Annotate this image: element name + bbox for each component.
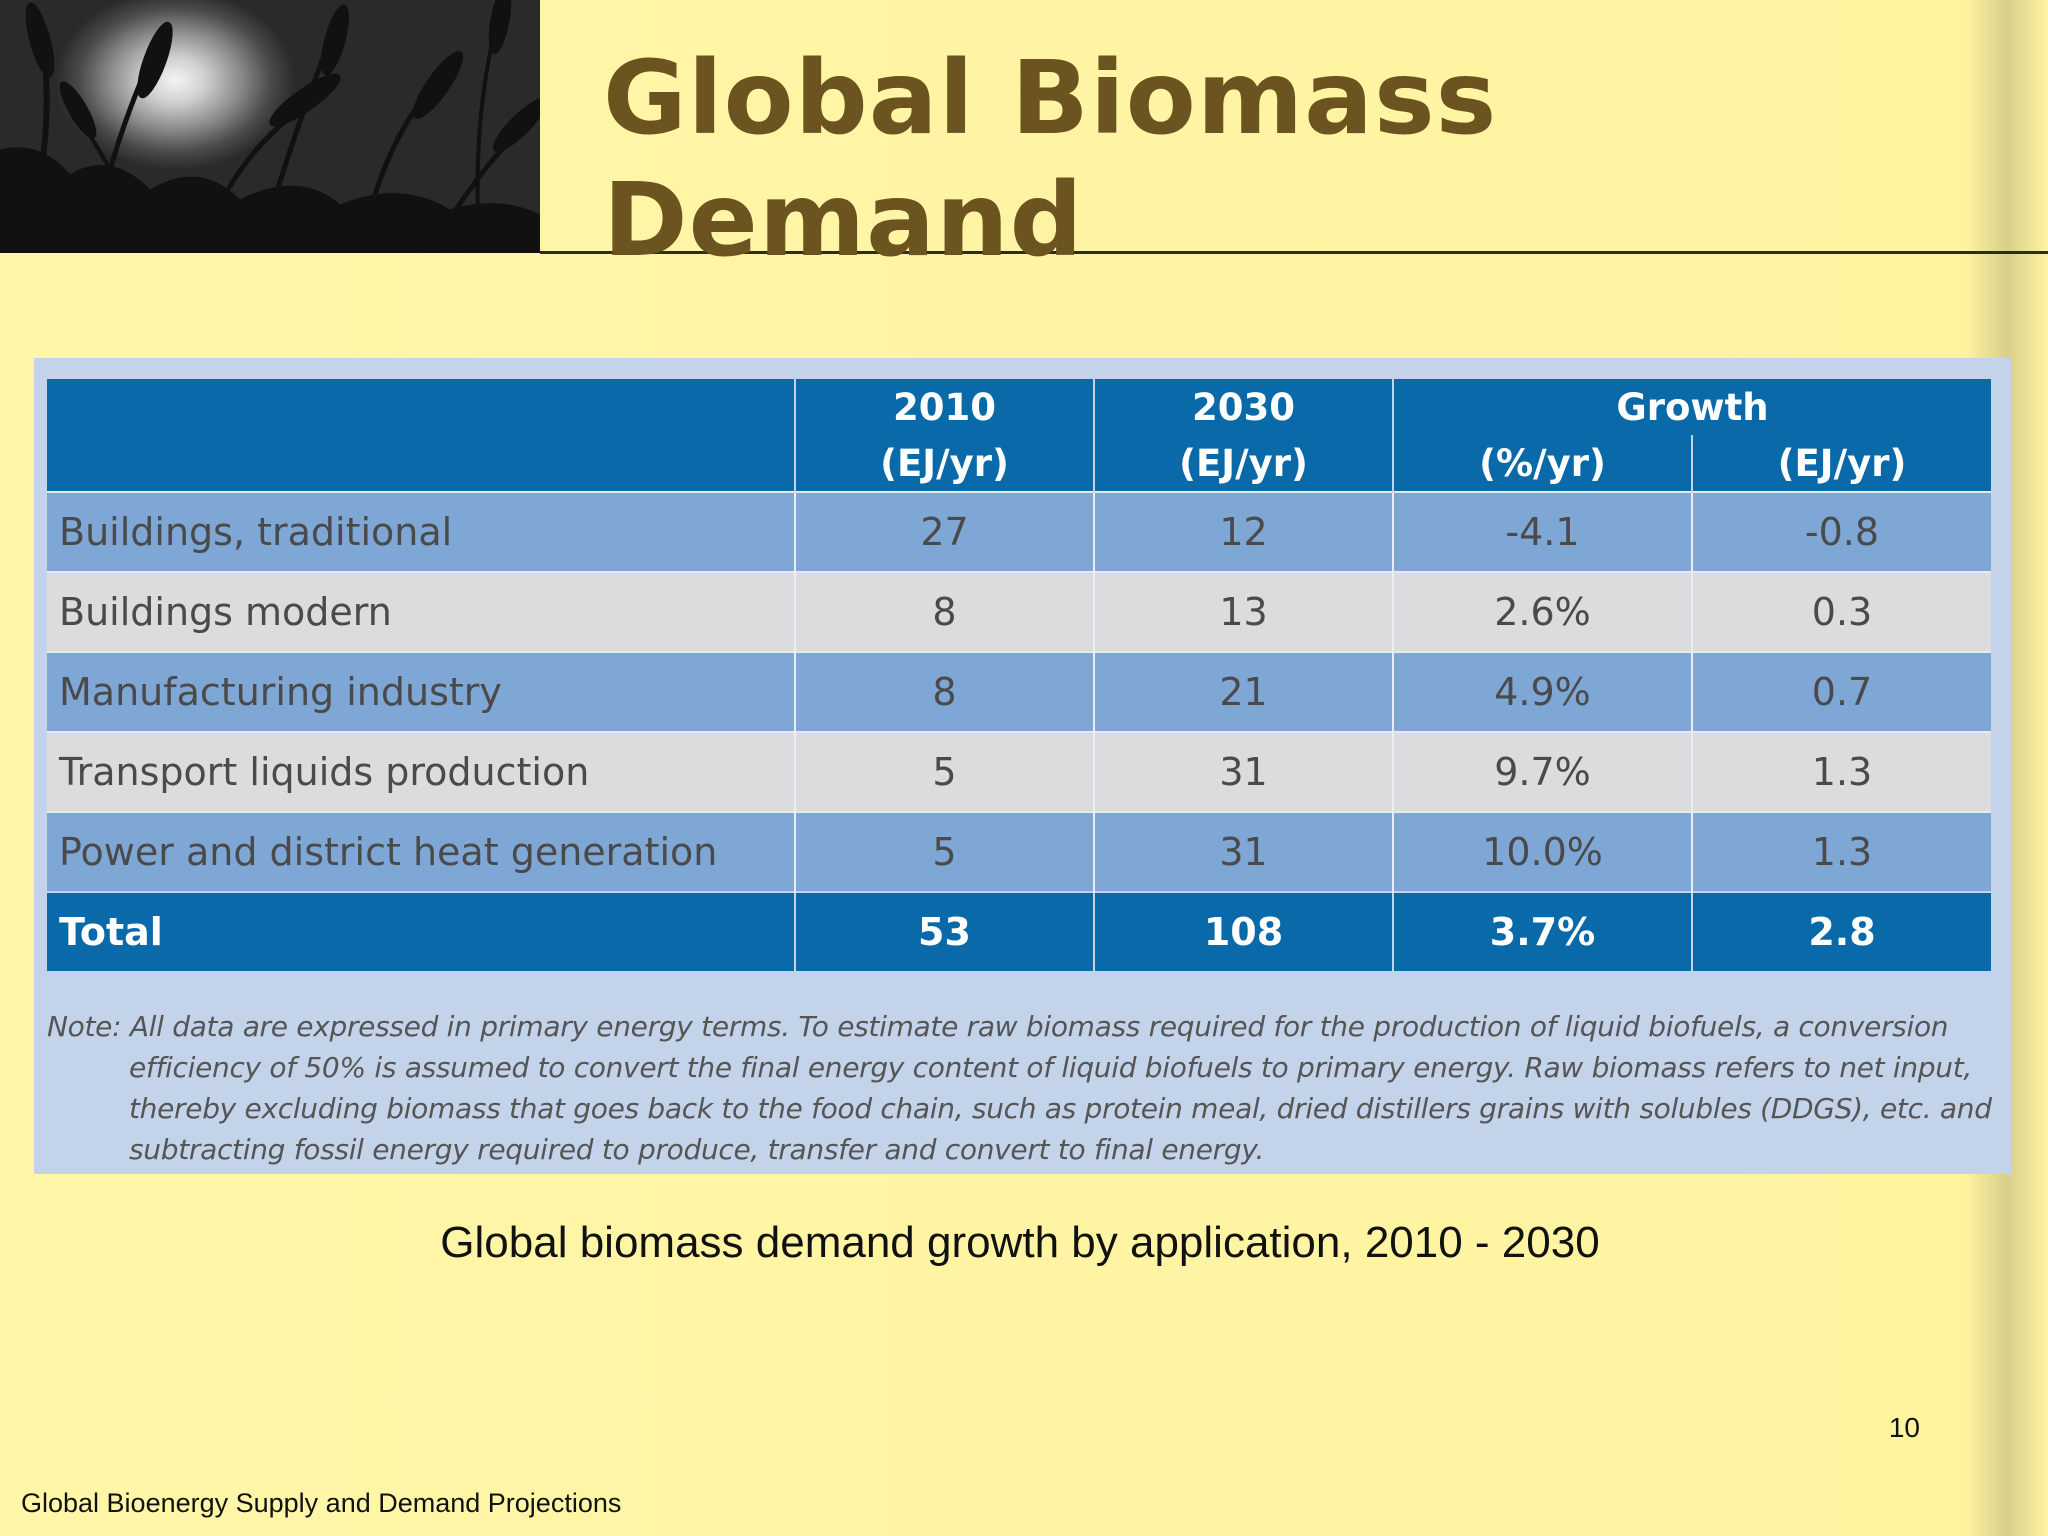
- growth-ej: 0.7: [1691, 651, 1991, 732]
- value-2010: 27: [794, 491, 1094, 572]
- header-2030-unit: (EJ/yr): [1093, 435, 1393, 492]
- value-2030: 31: [1093, 731, 1393, 812]
- footer-text: Global Bioenergy Supply and Demand Proje…: [21, 1488, 622, 1518]
- table-subheader-row: (EJ/yr) (EJ/yr) (%/yr) (EJ/yr): [47, 435, 1991, 492]
- value-2030: 13: [1093, 571, 1393, 652]
- total-2010: 53: [794, 891, 1094, 971]
- total-label: Total: [47, 891, 795, 971]
- header-2010-year: 2010: [794, 379, 1094, 435]
- slide-title: Global Biomass Demand: [603, 39, 1498, 280]
- growth-pct: 4.9%: [1392, 651, 1692, 732]
- header-growth-ej-unit: (EJ/yr): [1691, 435, 1991, 492]
- table-note: Note: All data are expressed in primary …: [47, 1010, 1992, 1166]
- header-growth-pct-unit: (%/yr): [1392, 435, 1692, 492]
- total-growth-pct: 3.7%: [1392, 891, 1692, 971]
- total-growth-ej: 2.8: [1691, 891, 1991, 971]
- growth-ej: 1.3: [1691, 731, 1991, 812]
- growth-ej: 1.3: [1691, 811, 1991, 892]
- row-label: Buildings, traditional: [47, 491, 795, 572]
- row-label: Buildings modern: [47, 571, 795, 652]
- table-row: Manufacturing industry 8 21 4.9% 0.7: [47, 651, 1991, 732]
- table-total-row: Total 53 108 3.7% 2.8: [47, 891, 1991, 971]
- table-row: Transport liquids production 5 31 9.7% 1…: [47, 731, 1991, 812]
- value-2030: 31: [1093, 811, 1393, 892]
- value-2010: 8: [794, 651, 1094, 732]
- row-label: Power and district heat generation: [47, 811, 795, 892]
- table-panel: 2010 2030 Growth (EJ/yr) (EJ/yr) (%/yr) …: [34, 358, 2011, 1174]
- row-label: Manufacturing industry: [47, 651, 795, 732]
- value-2030: 21: [1093, 651, 1393, 732]
- growth-pct: -4.1: [1392, 491, 1692, 572]
- growth-pct: 2.6%: [1392, 571, 1692, 652]
- growth-ej: -0.8: [1691, 491, 1991, 572]
- header-label-cell: [47, 379, 795, 492]
- row-label: Transport liquids production: [47, 731, 795, 812]
- value-2030: 12: [1093, 491, 1393, 572]
- table-row: Buildings, traditional 27 12 -4.1 -0.8: [47, 491, 1991, 572]
- page-number: 10: [1888, 1412, 1920, 1443]
- caption-text: Global biomass demand growth by applicat…: [440, 1218, 1600, 1267]
- wheat-silhouette-photo: [0, 0, 540, 253]
- growth-ej: 0.3: [1691, 571, 1991, 652]
- table-header-row: 2010 2030 Growth: [47, 379, 1991, 492]
- header-divider: [540, 251, 2048, 254]
- value-2010: 5: [794, 811, 1094, 892]
- biomass-demand-table: 2010 2030 Growth (EJ/yr) (EJ/yr) (%/yr) …: [47, 379, 1991, 971]
- header-2030-year: 2030: [1093, 379, 1393, 435]
- total-2030: 108: [1093, 891, 1393, 971]
- header-2010-unit: (EJ/yr): [794, 435, 1094, 492]
- growth-pct: 10.0%: [1392, 811, 1692, 892]
- header-growth: Growth: [1392, 379, 1991, 435]
- figure-caption: Global biomass demand growth by applicat…: [0, 1218, 2048, 1268]
- table-row: Power and district heat generation 5 31 …: [47, 811, 1991, 892]
- value-2010: 5: [794, 731, 1094, 812]
- table-row: Buildings modern 8 13 2.6% 0.3: [47, 571, 1991, 652]
- growth-pct: 9.7%: [1392, 731, 1692, 812]
- value-2010: 8: [794, 571, 1094, 652]
